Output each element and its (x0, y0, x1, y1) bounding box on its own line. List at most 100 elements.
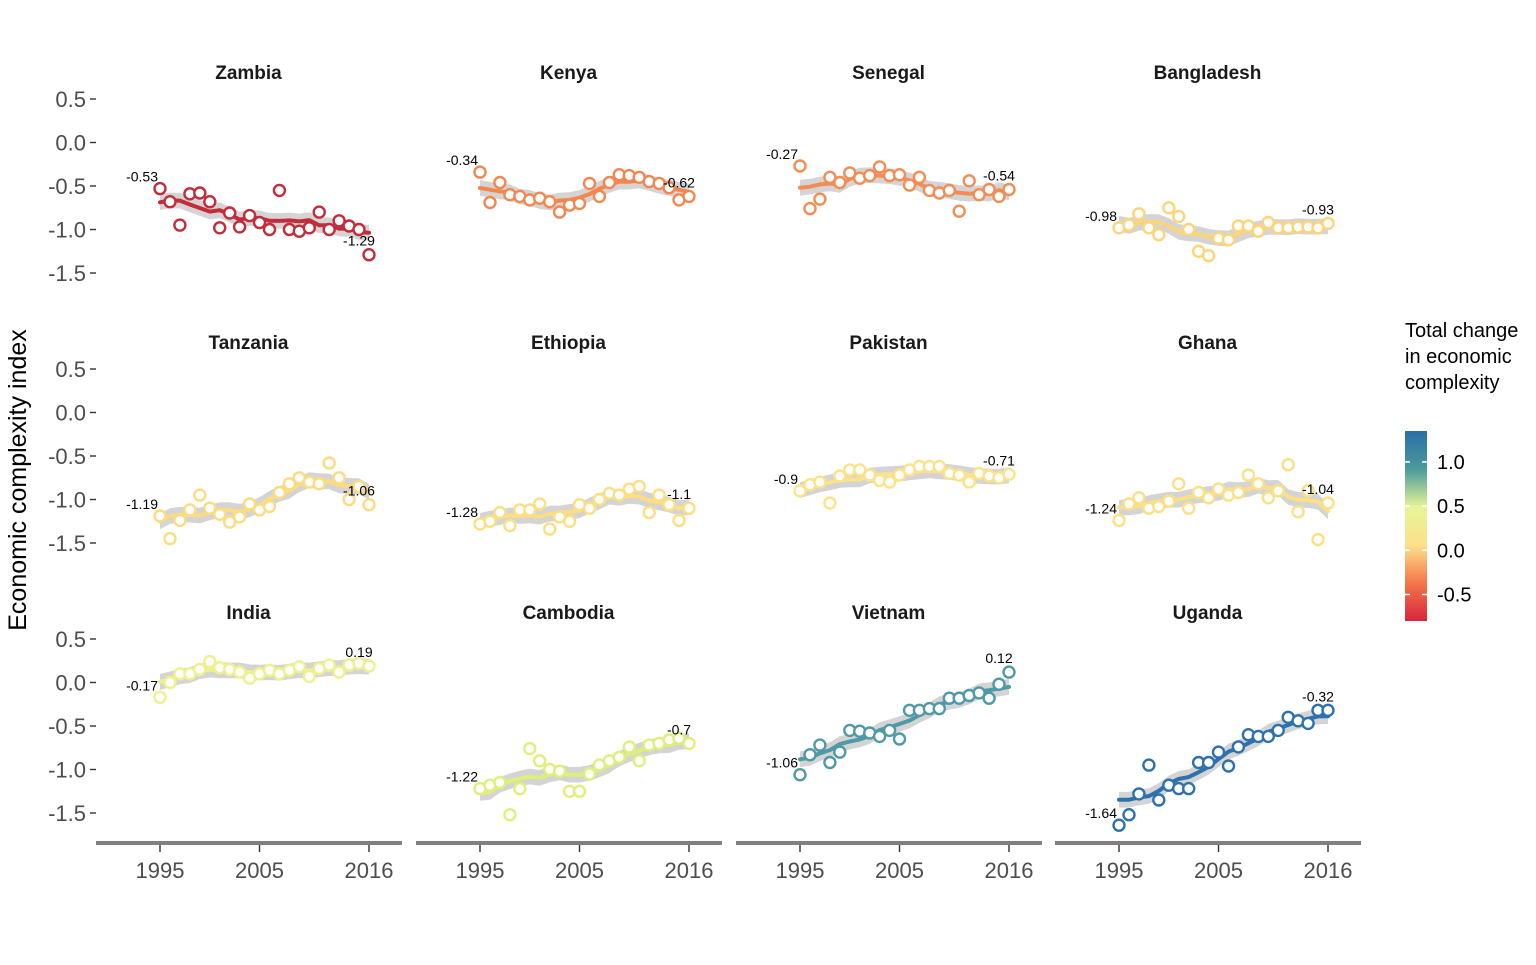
data-point (1261, 491, 1276, 505)
y-tick-label: -0.5 (48, 174, 86, 199)
start-value-label: -0.17 (126, 677, 158, 693)
data-point (173, 218, 187, 232)
data-point (322, 222, 336, 237)
data-point (843, 166, 857, 180)
x-tick-label: 1995 (136, 858, 185, 883)
x-tick-label: 1995 (456, 858, 505, 883)
data-point (1231, 485, 1246, 500)
data-point (302, 221, 316, 235)
data-point (1231, 740, 1246, 754)
data-point (362, 247, 376, 262)
panel-ethiopia: Ethiopia -1.28 -1.1 (446, 333, 696, 536)
data-point (1142, 221, 1156, 235)
data-point (892, 732, 907, 746)
data-point (582, 176, 597, 191)
data-point (1152, 793, 1166, 807)
data-point (1241, 468, 1256, 482)
data-point (1321, 216, 1335, 231)
data-point (483, 195, 497, 210)
x-tick-label: 2005 (1194, 858, 1243, 883)
data-point (1162, 201, 1176, 215)
data-point (1122, 497, 1136, 511)
y-tick-label: -0.5 (48, 444, 86, 469)
x-tick-label: 2016 (1304, 858, 1353, 883)
trend-line (158, 478, 371, 524)
start-value-label: -1.19 (126, 496, 158, 512)
end-value-label: 0.12 (985, 650, 1012, 666)
data-point (552, 205, 567, 219)
panel-title: Kenya (540, 63, 597, 84)
data-point (203, 501, 217, 515)
panel-title: Cambodia (523, 603, 615, 624)
data-point (1211, 482, 1226, 496)
data-point (672, 513, 686, 528)
x-tick-label: 2016 (985, 858, 1034, 883)
data-point (932, 701, 946, 716)
data-point (322, 658, 336, 672)
data-point (242, 208, 257, 223)
data-point (682, 501, 696, 515)
data-point (972, 686, 986, 700)
data-point (543, 522, 557, 536)
data-point (163, 531, 177, 546)
end-value-label: -0.7 (667, 721, 691, 737)
data-point (952, 468, 966, 482)
data-point (823, 170, 837, 185)
start-value-label: -0.9 (774, 471, 798, 487)
data-point (863, 168, 877, 183)
data-point (212, 507, 227, 521)
data-point (262, 499, 277, 514)
data-point (163, 675, 177, 690)
data-point (1241, 219, 1256, 233)
panel-title: Ethiopia (531, 333, 606, 354)
data-point (332, 665, 346, 679)
y-tick-label: -1.0 (48, 488, 86, 513)
start-value-label: -0.53 (126, 169, 158, 185)
y-tick-label: 0.0 (55, 401, 86, 426)
data-point (1171, 477, 1186, 491)
data-point (203, 194, 217, 209)
legend-tick-label: 1.0 (1437, 452, 1465, 474)
data-point (272, 485, 287, 500)
data-point (312, 477, 326, 491)
data-point (833, 745, 847, 759)
data-point (232, 220, 247, 234)
panel-india: India -0.17 0.19 (126, 603, 376, 704)
data-point (1201, 491, 1216, 505)
data-point (872, 160, 887, 174)
start-value-label: -1.28 (446, 504, 478, 520)
data-point (992, 677, 1006, 691)
panel-title: Uganda (1173, 603, 1243, 624)
data-point (1132, 491, 1146, 505)
data-point (493, 505, 507, 520)
data-point (173, 513, 187, 528)
data-point (662, 180, 676, 195)
data-point (1191, 485, 1206, 500)
data-point (892, 468, 907, 482)
data-point (362, 659, 376, 673)
legend: 1.0 0.5 0.0 -0.5 (1405, 431, 1471, 621)
data-point (813, 192, 827, 206)
data-point (513, 781, 527, 796)
data-point (1122, 808, 1136, 822)
y-tick-label: 0.5 (55, 87, 86, 112)
x-tick-label: 2005 (235, 858, 284, 883)
data-point (1321, 496, 1335, 510)
data-point (523, 503, 537, 517)
x-tick-label: 1995 (776, 858, 825, 883)
data-point (622, 740, 636, 754)
data-point (912, 170, 927, 185)
panel-zambia: Zambia -0.53 -1.29 (126, 63, 376, 262)
panel-senegal: Senegal -0.27 -0.54 (766, 63, 1016, 218)
data-point (1261, 215, 1276, 230)
end-value-label: -1.1 (667, 486, 691, 502)
data-point (262, 222, 277, 237)
x-tick-label: 2005 (875, 858, 924, 883)
end-value-label: -1.04 (1302, 481, 1334, 497)
end-value-label: -0.32 (1302, 688, 1334, 704)
end-value-label: -0.62 (663, 174, 695, 190)
data-point (1171, 209, 1186, 224)
data-point (562, 514, 577, 528)
data-point (932, 459, 946, 474)
